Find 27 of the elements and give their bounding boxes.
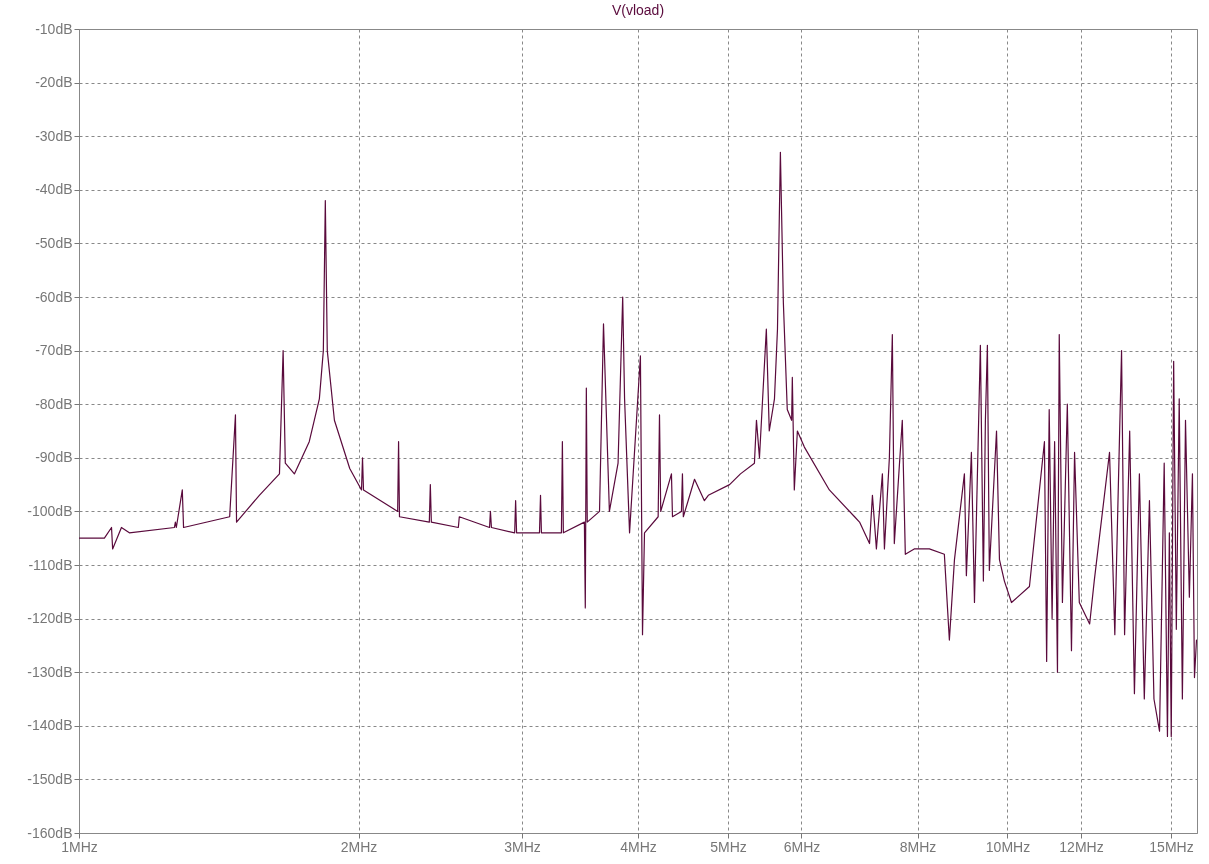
x-tick-label: 8MHz: [899, 838, 937, 855]
x-tick-label: 2MHz: [340, 838, 378, 855]
x-tick-label: 5MHz: [710, 838, 747, 855]
x-tick-label: 1MHz: [61, 838, 98, 855]
y-tick-label: -10dB: [35, 20, 73, 37]
y-tick-label: -30dB: [35, 127, 73, 144]
y-tick-label: -130dB: [27, 663, 73, 680]
y-tick-label: -100dB: [27, 502, 73, 519]
y-tick-label: -110dB: [28, 556, 73, 573]
y-tick-label: -40dB: [35, 181, 73, 198]
y-tick-label: -70dB: [35, 342, 73, 359]
x-tick-label: 6MHz: [783, 838, 821, 855]
y-tick-label: -60dB: [35, 288, 73, 305]
chart-title: V(vload): [611, 2, 665, 18]
y-tick-label: -160dB: [27, 824, 73, 841]
x-tick-label: 3MHz: [504, 838, 541, 855]
y-tick-label: -140dB: [27, 717, 73, 734]
x-tick-label: 10MHz: [985, 838, 1031, 855]
y-tick-label: -80dB: [35, 395, 73, 412]
y-tick-label: -120dB: [27, 610, 73, 627]
x-tick-label: 15MHz: [1149, 838, 1194, 855]
x-tick-label: 4MHz: [620, 838, 657, 855]
y-tick-label: -20dB: [35, 74, 73, 91]
y-tick-label: -150dB: [27, 770, 73, 787]
x-tick-label: 12MHz: [1059, 838, 1104, 855]
y-tick-label: -50dB: [35, 234, 73, 251]
y-tick-label: -90dB: [35, 449, 73, 466]
